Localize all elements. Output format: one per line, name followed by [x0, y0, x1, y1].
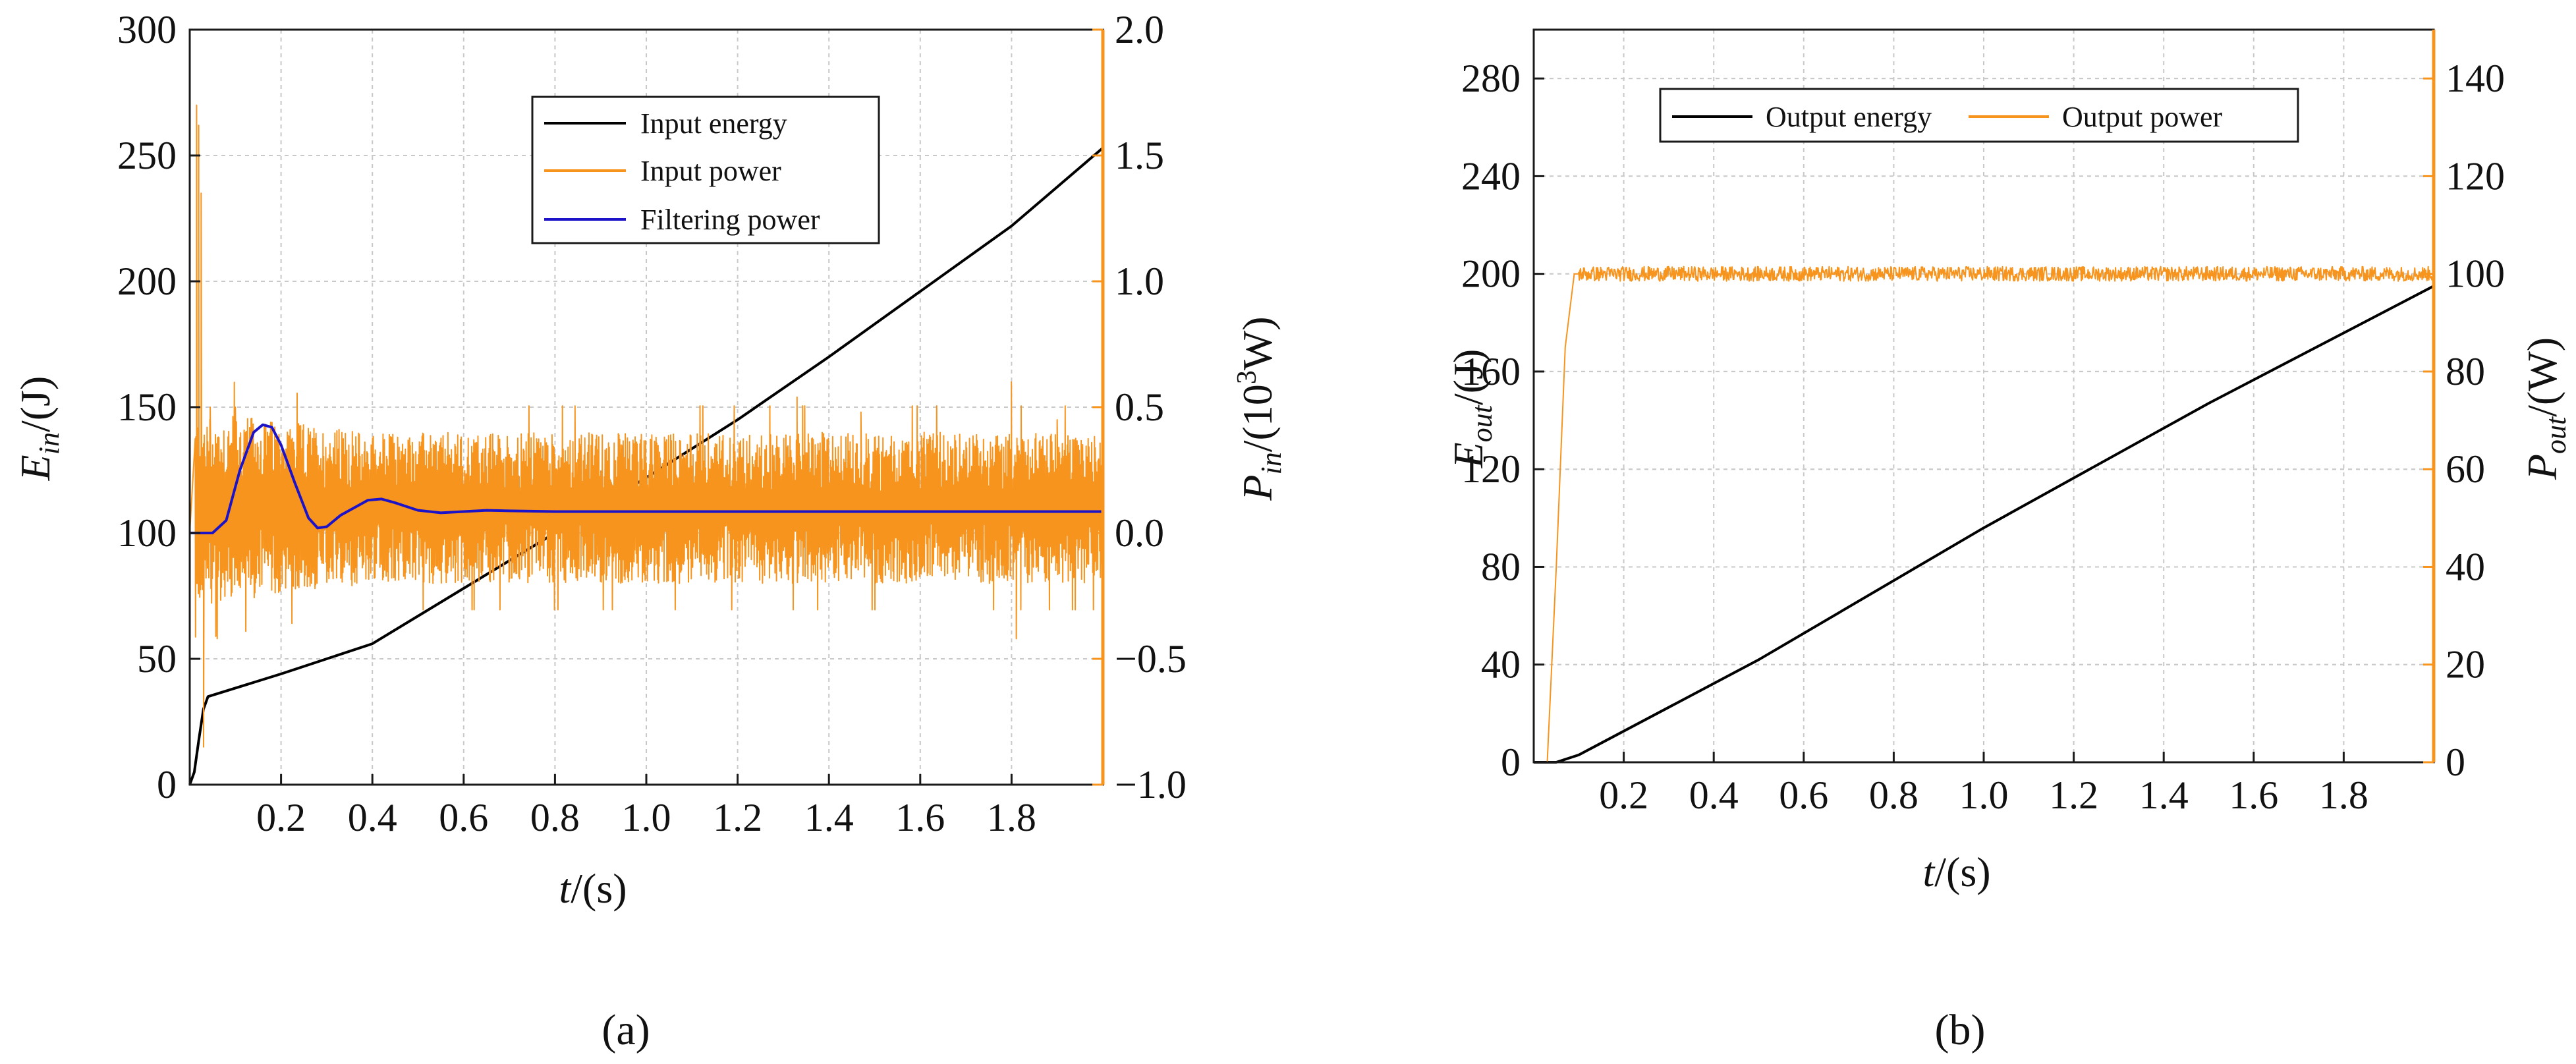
y-right-tick-label: 0.0 [1115, 511, 1164, 555]
y-right-tick-label: 0 [2446, 741, 2465, 784]
y-right-tick-label: 2.0 [1115, 8, 1164, 51]
x-tick-label: 1.6 [2229, 773, 2278, 817]
y-left-tick-label: 280 [1461, 57, 1521, 100]
y-right-tick-label: −0.5 [1115, 637, 1187, 681]
x-tick-label: 1.4 [804, 796, 854, 839]
series-input-energy [188, 146, 1104, 785]
panel-b-ticks: 0.2 0.4 0.6 0.8 1.0 1.2 1.4 1.6 1.8 0 40 80 120 160 20… [1461, 57, 2505, 817]
panel-a-left-axis-title: Ein/(J) [12, 376, 65, 482]
x-tick-label: 1.2 [713, 796, 762, 839]
x-tick-label: 0.6 [439, 796, 488, 839]
y-right-tick-label: 0.5 [1115, 385, 1164, 429]
series-input-power [189, 104, 1104, 748]
panel-b-legend-label-energy: Output energy [1766, 101, 1932, 133]
x-tick-label: 1.2 [2049, 773, 2098, 817]
panel-b-label: (b) [1935, 1006, 1986, 1054]
panel-b-legend: Output energy Output power [1659, 88, 2299, 143]
panel-a-legend-label-energy: Input energy [640, 107, 787, 140]
panel-a-label: (a) [602, 1006, 650, 1054]
y-right-tick-label: 120 [2446, 154, 2505, 198]
x-tick-label: 0.4 [1689, 773, 1739, 817]
panel-b-grid [1534, 30, 2434, 763]
y-right-tick-label: 1.5 [1115, 134, 1164, 177]
y-right-tick-label: 80 [2446, 350, 2485, 393]
x-tick-label: 0.4 [348, 796, 397, 839]
panel-a-legend-label-filter: Filtering power [640, 204, 820, 236]
panel-b-x-axis-title: t/(s) [1922, 849, 1990, 895]
x-tick-label: 0.8 [1869, 773, 1918, 817]
panel-a-chart: 0.2 0.4 0.6 0.8 1.0 1.2 1.4 1.6 1.8 0 50 100 150 200 2… [12, 8, 1287, 1054]
panel-a-series [188, 104, 1104, 785]
x-tick-label: 0.2 [1599, 773, 1648, 817]
y-right-tick-label: 140 [2446, 57, 2505, 100]
y-left-tick-label: 100 [117, 511, 177, 555]
y-right-tick-label: −1.0 [1115, 763, 1187, 806]
x-tick-label: 1.8 [2319, 773, 2368, 817]
y-left-tick-label: 250 [117, 134, 177, 177]
y-left-tick-label: 0 [1501, 741, 1521, 784]
panel-a-right-axis-title: Pin/(103W) [1232, 316, 1287, 501]
y-left-tick-label: 80 [1481, 545, 1521, 588]
x-tick-label: 1.4 [2139, 773, 2189, 817]
x-tick-label: 0.8 [530, 796, 580, 839]
x-tick-label: 0.6 [1779, 773, 1828, 817]
y-left-tick-label: 0 [157, 763, 177, 806]
panel-a-legend: Input energy Input power Filtering power [531, 96, 880, 244]
series-filtering-power [190, 423, 1103, 534]
y-right-tick-label: 40 [2446, 545, 2485, 588]
panel-b-right-axis-title: Pout/(W) [2519, 337, 2572, 480]
series-output-power [1534, 266, 2434, 763]
panel-b-left-axis-title: Eout/(J) [1445, 349, 1498, 469]
x-tick-label: 1.6 [895, 796, 945, 839]
panel-a-legend-label-power: Input power [640, 155, 781, 187]
y-left-tick-label: 50 [137, 637, 177, 681]
y-left-tick-label: 300 [117, 8, 177, 51]
panel-a-x-axis-title: t/(s) [559, 865, 627, 912]
y-left-tick-label: 200 [117, 260, 177, 303]
x-tick-label: 0.2 [256, 796, 306, 839]
y-left-tick-label: 160 [1461, 350, 1521, 393]
y-left-tick-label: 200 [1461, 252, 1521, 296]
panel-b-chart: 0.2 0.4 0.6 0.8 1.0 1.2 1.4 1.6 1.8 0 40 80 120 160 20… [1445, 28, 2572, 1054]
y-right-tick-label: 60 [2446, 447, 2485, 491]
y-right-tick-label: 1.0 [1115, 260, 1164, 303]
y-left-tick-label: 40 [1481, 643, 1521, 686]
y-right-tick-label: 100 [2446, 252, 2505, 296]
x-tick-label: 1.0 [622, 796, 671, 839]
x-tick-label: 1.0 [1959, 773, 2009, 817]
y-right-tick-label: 20 [2446, 643, 2485, 686]
x-tick-label: 1.8 [987, 796, 1036, 839]
panel-b-legend-label-power: Output power [2062, 101, 2223, 133]
y-left-tick-label: 150 [117, 385, 177, 429]
y-left-tick-label: 120 [1461, 447, 1521, 491]
y-left-tick-label: 240 [1461, 154, 1521, 198]
panel-a-ticks: 0.2 0.4 0.6 0.8 1.0 1.2 1.4 1.6 1.8 0 50 100 150 200 2… [117, 8, 1187, 839]
